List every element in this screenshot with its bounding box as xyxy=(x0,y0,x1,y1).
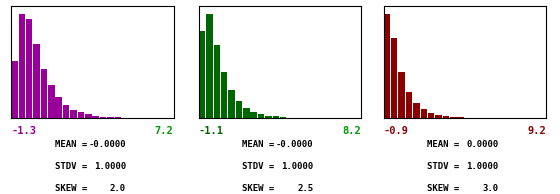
Bar xyxy=(413,103,419,118)
Text: -1.3: -1.3 xyxy=(11,126,36,136)
Bar xyxy=(398,72,405,118)
Bar xyxy=(41,68,47,118)
Bar xyxy=(421,109,427,118)
Text: 1.0000: 1.0000 xyxy=(281,162,314,171)
Bar xyxy=(384,14,390,118)
Bar xyxy=(199,31,206,118)
Text: 8.2: 8.2 xyxy=(343,126,361,136)
Bar xyxy=(63,105,69,118)
Bar xyxy=(228,90,235,118)
Bar xyxy=(273,116,279,118)
Bar xyxy=(85,114,91,118)
Text: 2.5: 2.5 xyxy=(297,184,314,193)
Text: 9.2: 9.2 xyxy=(528,126,546,136)
Text: -0.9: -0.9 xyxy=(384,126,409,136)
Text: 7.2: 7.2 xyxy=(155,126,174,136)
Text: MEAN =: MEAN = xyxy=(54,140,87,149)
Text: SKEW =: SKEW = xyxy=(242,184,274,193)
Text: SKEW =: SKEW = xyxy=(54,184,87,193)
Bar xyxy=(206,14,213,118)
Text: 3.0: 3.0 xyxy=(482,184,498,193)
Text: 2.0: 2.0 xyxy=(110,184,126,193)
Text: MEAN =: MEAN = xyxy=(242,140,274,149)
Bar xyxy=(258,114,264,118)
Bar xyxy=(442,116,449,118)
Text: STDV =: STDV = xyxy=(54,162,87,171)
Bar xyxy=(48,85,55,118)
Bar xyxy=(236,101,242,118)
Text: -0.0000: -0.0000 xyxy=(276,140,314,149)
Bar xyxy=(213,45,220,118)
Bar xyxy=(92,116,99,118)
Bar xyxy=(100,117,106,118)
Bar xyxy=(435,115,442,118)
Text: SKEW =: SKEW = xyxy=(427,184,459,193)
Bar xyxy=(406,92,412,118)
Bar xyxy=(428,113,435,118)
Bar xyxy=(243,108,250,118)
Text: 1.0000: 1.0000 xyxy=(466,162,498,171)
Bar xyxy=(458,117,464,118)
Text: 0.0000: 0.0000 xyxy=(466,140,498,149)
Bar xyxy=(265,116,272,118)
Bar xyxy=(221,72,227,118)
Text: STDV =: STDV = xyxy=(242,162,274,171)
Bar xyxy=(18,14,25,118)
Bar xyxy=(26,19,32,118)
Bar xyxy=(34,44,40,118)
Bar xyxy=(450,117,456,118)
Bar xyxy=(107,117,114,118)
Bar xyxy=(250,112,257,118)
Bar xyxy=(391,38,398,118)
Bar xyxy=(55,97,62,118)
Text: 1.0000: 1.0000 xyxy=(94,162,126,171)
Text: STDV =: STDV = xyxy=(427,162,459,171)
Text: -0.0000: -0.0000 xyxy=(88,140,126,149)
Bar xyxy=(78,112,84,118)
Bar xyxy=(280,117,287,118)
Text: -1.1: -1.1 xyxy=(199,126,224,136)
Bar xyxy=(70,110,77,118)
Bar xyxy=(11,61,18,118)
Text: MEAN =: MEAN = xyxy=(427,140,459,149)
